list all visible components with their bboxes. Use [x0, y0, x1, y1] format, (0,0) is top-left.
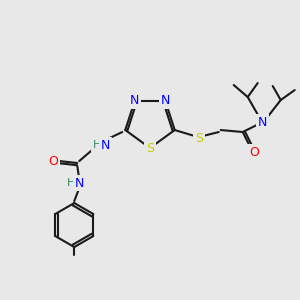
Text: N: N — [130, 94, 140, 107]
Text: H: H — [67, 178, 76, 188]
Text: S: S — [146, 142, 154, 154]
Text: O: O — [48, 154, 58, 167]
Text: N: N — [258, 116, 267, 128]
Text: O: O — [249, 146, 259, 158]
Text: N: N — [75, 176, 84, 190]
Text: S: S — [195, 131, 203, 145]
Text: N: N — [100, 139, 110, 152]
Text: N: N — [160, 94, 170, 107]
Text: H: H — [93, 140, 101, 150]
